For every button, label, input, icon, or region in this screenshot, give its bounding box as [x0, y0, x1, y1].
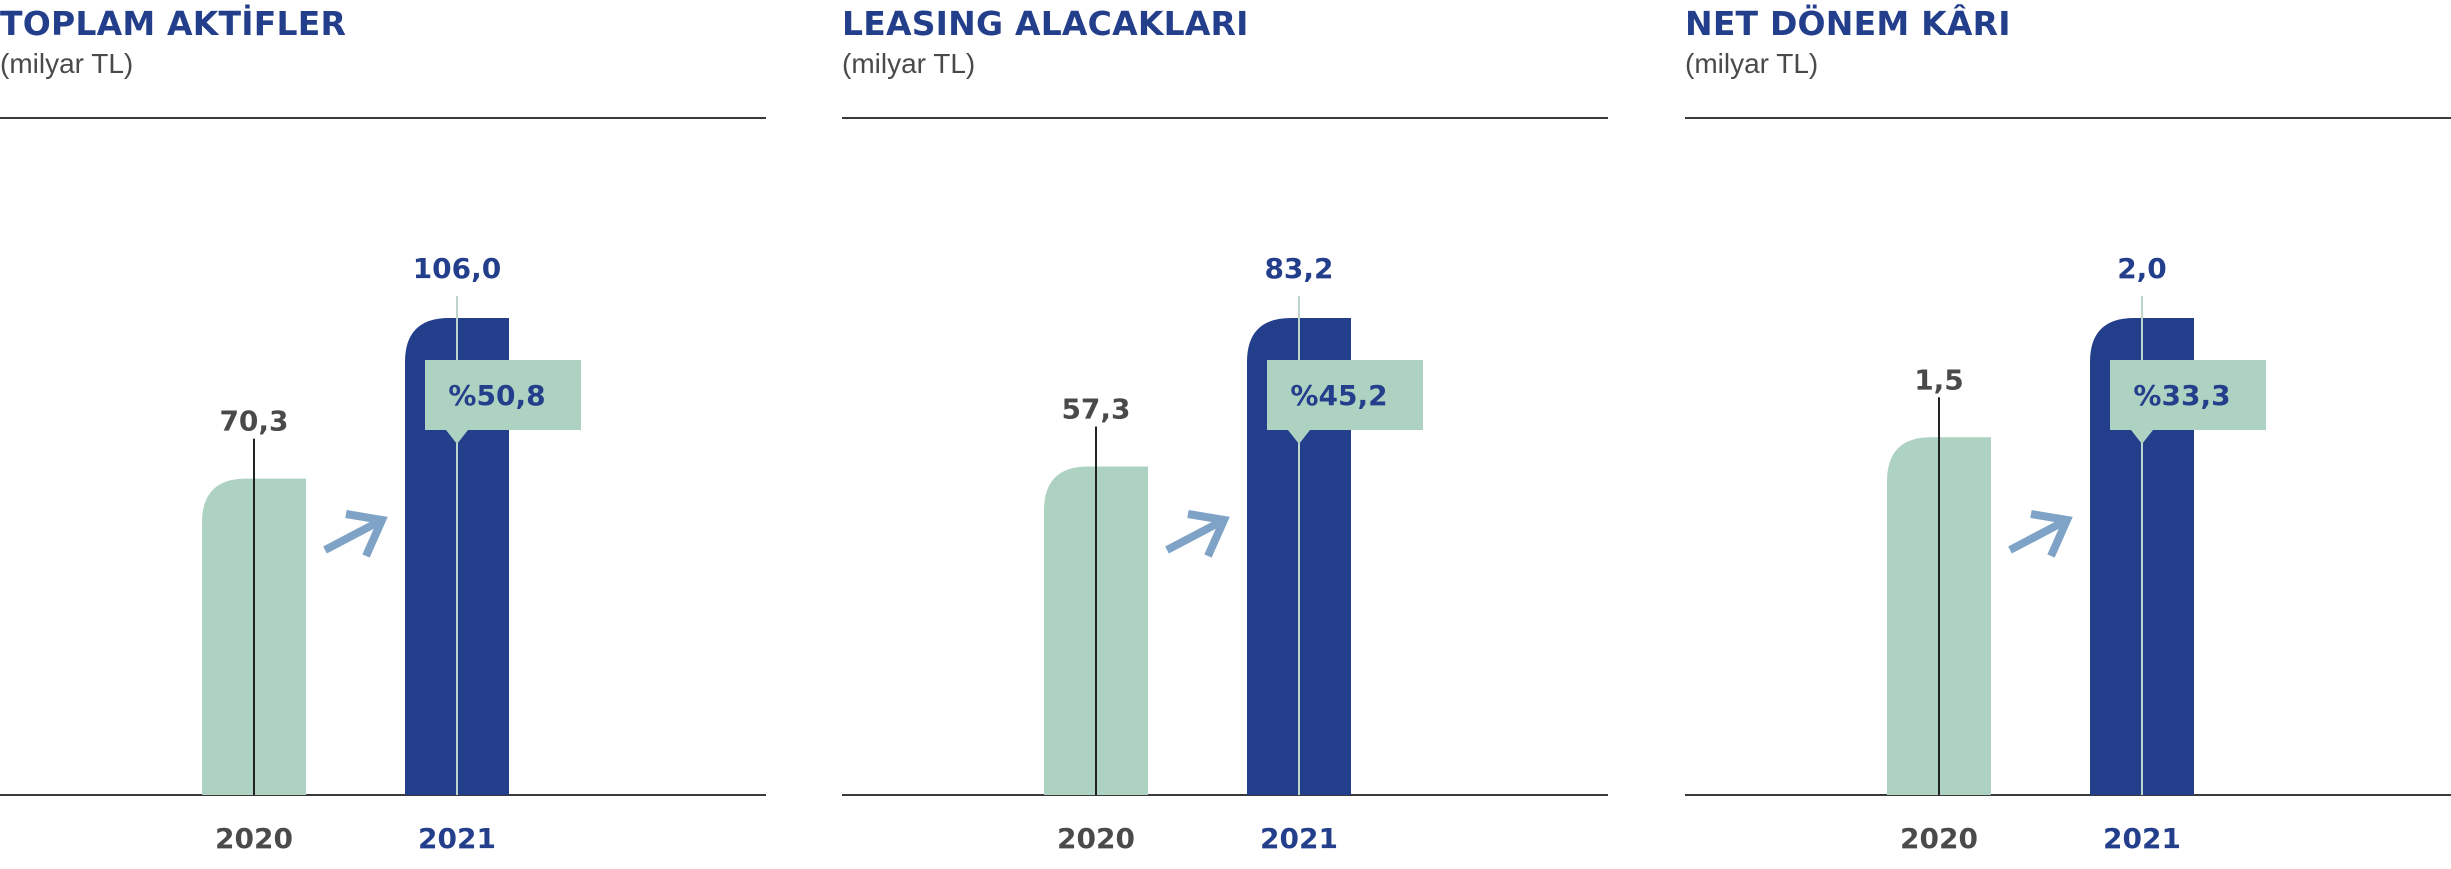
x-tick-label-2020: 2020: [215, 822, 293, 855]
value-label-2020: 1,5: [1914, 363, 1964, 396]
growth-badge: [425, 360, 581, 444]
value-label-2021: 83,2: [1264, 252, 1333, 285]
arrow-head: [2030, 510, 2073, 558]
growth-badge: [2110, 360, 2266, 444]
value-label-2020: 57,3: [1061, 392, 1130, 425]
chart-panel-net-profit: NET DÖNEM KÂRI (milyar TL) 1,5 2,0 2020 202…: [1685, 0, 2451, 869]
x-tick-label-2021: 2021: [418, 822, 496, 855]
arrow-shaft: [1165, 516, 1226, 554]
arrow-shaft: [2008, 516, 2069, 554]
chart-svg: 1,5 2,0 2020 2021 %33,3: [1685, 117, 2451, 855]
chart-unit: (milyar TL): [1685, 48, 1819, 79]
chart-svg: 70,3 106,0 2020 2021 %50,8: [0, 117, 766, 855]
growth-label: %33,3: [2133, 379, 2230, 412]
chart-svg: 57,3 83,2 2020 2021 %45,2: [842, 117, 1608, 855]
arrow-head: [1187, 510, 1230, 558]
arrow-head: [345, 510, 388, 558]
chart-title: LEASING ALACAKLARI: [842, 4, 1249, 43]
chart-title: NET DÖNEM KÂRI: [1685, 4, 2011, 43]
growth-label: %45,2: [1290, 379, 1387, 412]
chart-panel-total-assets: TOPLAM AKTİFLER (milyar TL) 70,3 106,0 202…: [0, 0, 766, 869]
growth-badge: [1267, 360, 1423, 444]
chart-title: TOPLAM AKTİFLER: [0, 4, 347, 43]
arrow-up-right-icon: [323, 510, 388, 558]
x-tick-label-2021: 2021: [1260, 822, 1338, 855]
x-tick-label-2021: 2021: [2103, 822, 2181, 855]
arrow-shaft: [323, 516, 384, 554]
value-label-2020: 70,3: [219, 405, 288, 438]
arrow-up-right-icon: [1165, 510, 1230, 558]
arrow-up-right-icon: [2008, 510, 2073, 558]
x-tick-label-2020: 2020: [1057, 822, 1135, 855]
value-label-2021: 106,0: [413, 252, 502, 285]
chart-unit: (milyar TL): [0, 48, 134, 79]
growth-label: %50,8: [448, 379, 545, 412]
x-tick-label-2020: 2020: [1900, 822, 1978, 855]
chart-unit: (milyar TL): [842, 48, 976, 79]
value-label-2021: 2,0: [2117, 252, 2167, 285]
chart-panel-leasing-receivables: LEASING ALACAKLARI (milyar TL) 57,3 83,2 2…: [842, 0, 1608, 869]
